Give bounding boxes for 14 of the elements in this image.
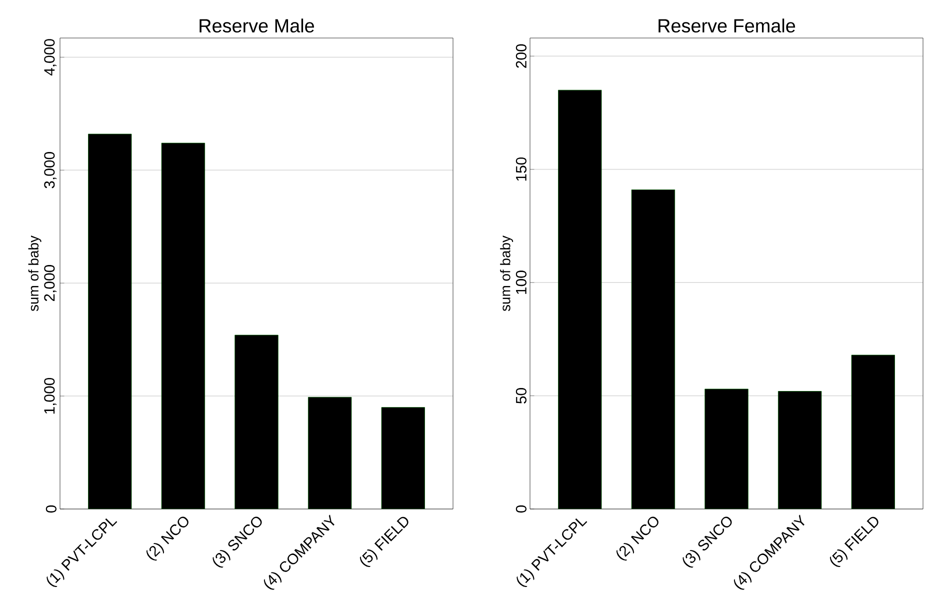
y-tick-label: 50 xyxy=(516,388,526,404)
chart-title: Reserve Female xyxy=(658,18,796,32)
y-tick-label: 150 xyxy=(516,157,526,181)
y-tick-label: 2,000 xyxy=(44,264,56,302)
y-tick-label: 3,000 xyxy=(44,152,56,188)
y-tick-label: 1,000 xyxy=(44,378,56,414)
y-tick-label: 4,000 xyxy=(44,39,56,76)
y-tick-label: 0 xyxy=(516,505,526,513)
y-axis-title: sum of baby xyxy=(500,236,514,312)
y-tick-label: 0 xyxy=(46,505,56,513)
y-axis-title: sum of baby xyxy=(28,236,42,312)
y-tick-label: 200 xyxy=(516,44,526,68)
chart-title: Reserve Male xyxy=(200,18,314,32)
y-tick-label: 100 xyxy=(516,270,526,294)
